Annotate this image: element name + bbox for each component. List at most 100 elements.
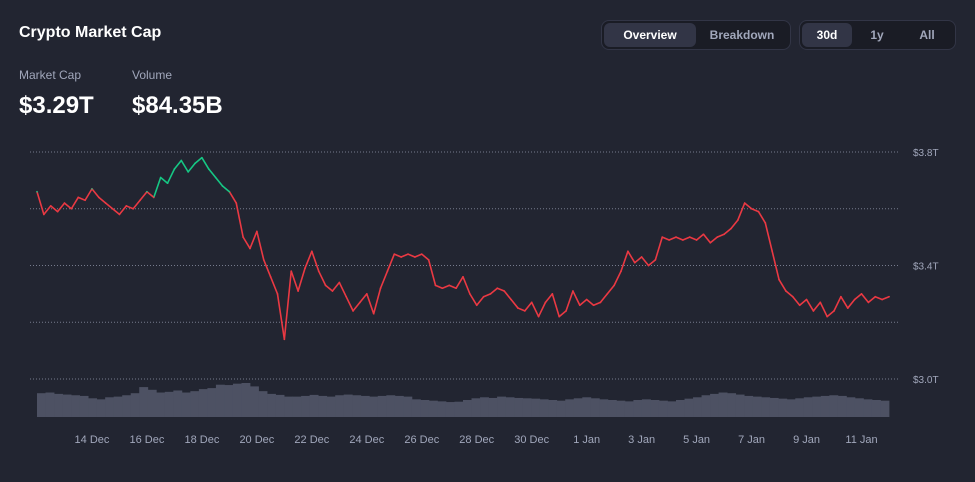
price-line-segment [331, 281, 341, 292]
volume-bar [556, 400, 566, 417]
volume-bar [428, 400, 438, 417]
price-point [585, 298, 588, 301]
price-point [709, 242, 712, 244]
price-line-segment [173, 159, 183, 170]
price-line-segment [723, 227, 732, 236]
x-tick-label: 28 Dec [459, 434, 494, 446]
x-tick-label: 22 Dec [294, 434, 329, 446]
price-point [661, 236, 664, 238]
volume-bar [607, 400, 617, 417]
price-point [352, 310, 354, 312]
volume-bar [863, 399, 873, 417]
volume-bar [173, 390, 183, 417]
volume-bar [676, 400, 685, 417]
price-line-segment [517, 307, 526, 312]
price-line-segment [159, 176, 169, 185]
price-point [228, 190, 231, 193]
price-line-segment [70, 196, 80, 210]
volume-bar [488, 397, 498, 417]
range-all-button[interactable]: All [919, 28, 935, 42]
volume-bar [309, 394, 319, 417]
price-line-segment [235, 202, 244, 238]
price-point [386, 270, 389, 272]
volume-bar [394, 395, 404, 417]
volume-bar [284, 396, 293, 417]
price-line-segment [544, 293, 554, 304]
price-line-segment [84, 188, 93, 202]
price-line-segment [345, 295, 354, 312]
price-line-segment [214, 176, 224, 187]
price-point [826, 315, 828, 318]
price-point [475, 304, 478, 307]
price-point [558, 315, 560, 318]
price-line-segment [317, 270, 327, 287]
tab-overview[interactable]: Overview [604, 23, 696, 47]
volume-bar [198, 389, 208, 417]
volume-bar [267, 393, 276, 417]
range-1y-button[interactable]: 1y [870, 28, 884, 42]
price-line-segment [132, 199, 141, 210]
price-line-segment [276, 293, 286, 341]
range-30d-button[interactable]: 30d [802, 23, 852, 47]
volume-bar [548, 400, 558, 417]
price-point [56, 210, 59, 213]
price-point [290, 270, 293, 272]
price-line-segment [262, 259, 272, 278]
volume-bar [79, 395, 89, 417]
price-point [125, 205, 128, 207]
price-line-segment [407, 253, 416, 258]
price-point [63, 202, 66, 204]
price-line-segment [675, 236, 684, 241]
price-point [613, 284, 615, 287]
price-line-segment [462, 276, 471, 295]
price-point [640, 256, 643, 258]
x-tick-label: 30 Dec [514, 434, 549, 446]
price-line-segment [805, 298, 815, 312]
tab-breakdown[interactable]: Breakdown [709, 28, 775, 42]
volume-bar [701, 395, 711, 417]
price-line-segment [881, 295, 890, 301]
volume-bar [846, 397, 856, 417]
price-line-segment [743, 202, 753, 210]
price-line-segment [187, 162, 196, 173]
y-tick-label: $3.0T [913, 375, 939, 386]
price-line-segment [585, 298, 595, 307]
price-point [43, 213, 45, 216]
volume-bar [718, 392, 728, 417]
price-point [345, 295, 347, 298]
price-point [49, 205, 52, 207]
price-point [262, 259, 265, 261]
price-line-segment [826, 310, 835, 318]
price-line-segment [798, 298, 808, 307]
price-line-segment [118, 205, 128, 216]
price-point [77, 196, 80, 199]
volume-bar [650, 400, 660, 417]
price-point [338, 281, 341, 284]
volume-bar [411, 399, 421, 417]
price-point [111, 207, 114, 210]
price-point [785, 290, 787, 292]
price-line-segment [324, 284, 334, 292]
volume-bar [403, 396, 413, 417]
price-line-segment [434, 284, 444, 290]
price-point [180, 159, 183, 162]
price-point [867, 301, 870, 304]
price-point [805, 298, 808, 301]
price-line-segment [530, 301, 540, 318]
price-line-segment [606, 284, 615, 295]
volume-bar [437, 401, 447, 417]
x-tick-label: 7 Jan [738, 434, 765, 446]
price-point [173, 168, 176, 170]
price-line-segment [716, 233, 725, 238]
price-line-segment [283, 270, 293, 341]
price-point [36, 190, 38, 193]
price-point [311, 250, 313, 253]
price-point [716, 236, 719, 238]
volume-bar [871, 400, 881, 417]
price-line-segment [98, 196, 107, 204]
price-point [194, 162, 196, 165]
price-line-segment [613, 270, 622, 287]
price-line-segment [201, 156, 210, 170]
price-line-segment [558, 310, 567, 318]
price-line-segment [475, 295, 485, 307]
